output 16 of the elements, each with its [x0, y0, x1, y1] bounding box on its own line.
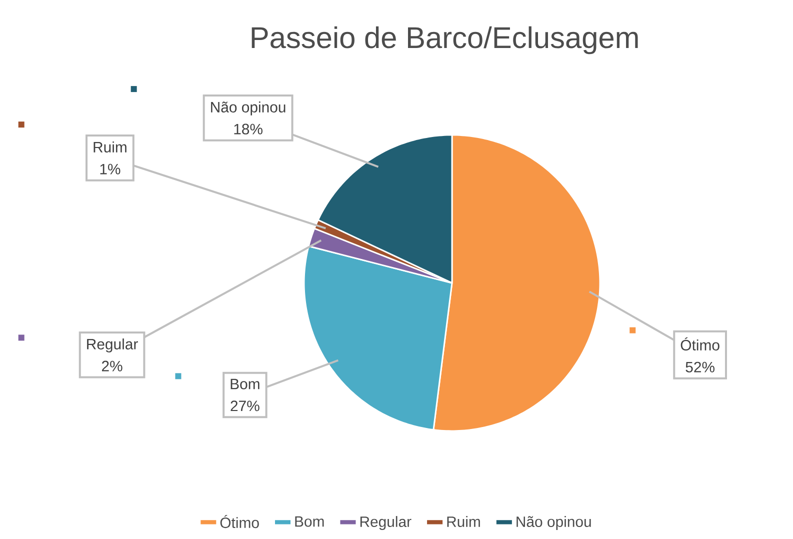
- slice-label: Bom: [230, 378, 260, 390]
- legend-label: Ruim: [447, 516, 480, 528]
- legend-label: Regular: [360, 516, 412, 530]
- data-label: 1%: [100, 164, 120, 174]
- data-label: 18%: [234, 124, 262, 134]
- chart-title: Passeio de Barco/Eclusagem: [252, 26, 638, 54]
- data-label: 52%: [686, 362, 714, 372]
- legend-label: Ótimo: [220, 514, 259, 528]
- slice-label: Ruim: [94, 141, 126, 152]
- data-label: 27%: [230, 400, 260, 412]
- slice-label: Ótimo: [680, 337, 720, 350]
- data-label: 2%: [102, 360, 122, 372]
- slice-label: Regular: [87, 338, 138, 352]
- legend-label: Bom: [295, 516, 324, 527]
- slice-label: Não opinou: [211, 102, 286, 116]
- legend-label: Não opinou: [516, 516, 591, 530]
